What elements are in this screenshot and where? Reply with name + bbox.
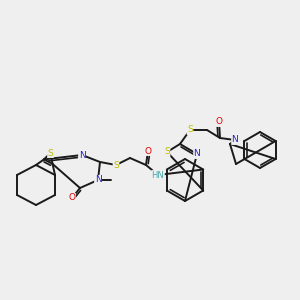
Text: S: S — [164, 148, 170, 157]
Text: N: N — [94, 176, 101, 184]
Text: S: S — [113, 160, 119, 169]
Text: N: N — [79, 151, 86, 160]
Text: O: O — [145, 146, 152, 155]
Text: HN: HN — [152, 170, 164, 179]
Text: N: N — [194, 149, 200, 158]
Text: S: S — [187, 125, 193, 134]
Text: N: N — [232, 136, 238, 145]
Text: O: O — [68, 194, 76, 202]
Text: S: S — [48, 148, 53, 158]
Text: O: O — [215, 118, 223, 127]
